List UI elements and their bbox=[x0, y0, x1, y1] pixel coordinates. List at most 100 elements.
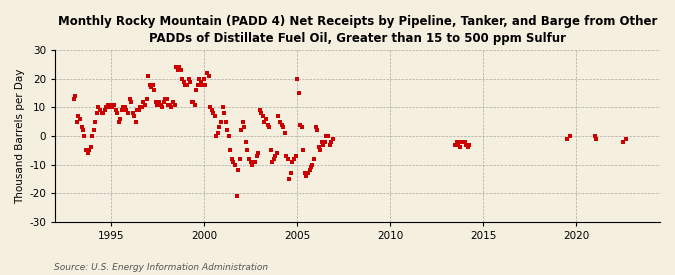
Point bbox=[220, 120, 231, 124]
Point bbox=[140, 102, 151, 107]
Point bbox=[86, 145, 97, 150]
Point bbox=[203, 74, 214, 78]
Point bbox=[182, 82, 192, 87]
Point bbox=[135, 105, 146, 110]
Point bbox=[282, 157, 293, 161]
Point bbox=[82, 151, 93, 155]
Point bbox=[236, 128, 246, 133]
Point bbox=[216, 120, 227, 124]
Point bbox=[217, 105, 228, 110]
Point bbox=[211, 134, 222, 138]
Point bbox=[315, 148, 326, 153]
Point bbox=[178, 79, 189, 84]
Point bbox=[161, 97, 172, 101]
Point bbox=[155, 102, 166, 107]
Point bbox=[207, 108, 217, 112]
Point bbox=[129, 114, 140, 118]
Point bbox=[327, 137, 338, 141]
Point bbox=[323, 134, 333, 138]
Point bbox=[298, 148, 308, 153]
Point bbox=[259, 120, 270, 124]
Point bbox=[188, 100, 198, 104]
Point bbox=[459, 139, 470, 144]
Point bbox=[287, 160, 298, 164]
Point bbox=[134, 108, 144, 112]
Point bbox=[146, 85, 157, 90]
Point bbox=[172, 68, 183, 73]
Point bbox=[130, 120, 141, 124]
Point bbox=[103, 102, 113, 107]
Point bbox=[271, 151, 282, 155]
Point bbox=[296, 125, 307, 130]
Point bbox=[244, 157, 254, 161]
Point bbox=[192, 82, 203, 87]
Point bbox=[319, 139, 330, 144]
Y-axis label: Thousand Barrels per Day: Thousand Barrels per Day bbox=[15, 68, 25, 204]
Point bbox=[317, 139, 327, 144]
Point bbox=[295, 122, 306, 127]
Point bbox=[240, 139, 251, 144]
Point bbox=[262, 122, 273, 127]
Point bbox=[138, 100, 149, 104]
Point bbox=[265, 148, 276, 153]
Point bbox=[198, 77, 209, 81]
Point bbox=[591, 137, 601, 141]
Point bbox=[239, 125, 250, 130]
Point bbox=[157, 105, 167, 110]
Point bbox=[222, 128, 233, 133]
Point bbox=[302, 171, 313, 175]
Point bbox=[223, 134, 234, 138]
Point bbox=[149, 88, 160, 92]
Point bbox=[194, 77, 205, 81]
Point bbox=[92, 111, 103, 116]
Point bbox=[453, 142, 464, 147]
Point bbox=[151, 100, 161, 104]
Point bbox=[618, 139, 628, 144]
Point bbox=[163, 102, 173, 107]
Point bbox=[169, 102, 180, 107]
Point bbox=[74, 117, 85, 121]
Point bbox=[462, 145, 473, 150]
Point bbox=[279, 131, 290, 135]
Point bbox=[195, 79, 206, 84]
Point bbox=[128, 111, 138, 116]
Point bbox=[142, 74, 153, 78]
Point bbox=[78, 128, 88, 133]
Point bbox=[242, 148, 252, 153]
Point bbox=[119, 105, 130, 110]
Point bbox=[68, 97, 79, 101]
Point bbox=[261, 117, 271, 121]
Point bbox=[185, 79, 196, 84]
Point bbox=[153, 100, 164, 104]
Point bbox=[174, 65, 185, 70]
Point bbox=[73, 114, 84, 118]
Point bbox=[250, 160, 261, 164]
Point bbox=[254, 108, 265, 112]
Point bbox=[225, 148, 236, 153]
Point bbox=[273, 114, 284, 118]
Point bbox=[97, 111, 107, 116]
Point bbox=[84, 148, 95, 153]
Point bbox=[324, 142, 335, 147]
Point bbox=[460, 142, 471, 147]
Point bbox=[310, 125, 321, 130]
Point bbox=[118, 105, 129, 110]
Point bbox=[81, 148, 92, 153]
Point bbox=[450, 142, 460, 147]
Text: Source: U.S. Energy Information Administration: Source: U.S. Energy Information Administ… bbox=[54, 263, 268, 272]
Point bbox=[318, 142, 329, 147]
Point bbox=[275, 120, 286, 124]
Point bbox=[300, 171, 310, 175]
Point bbox=[454, 145, 465, 150]
Point bbox=[101, 105, 111, 110]
Point bbox=[238, 120, 248, 124]
Point bbox=[304, 168, 315, 172]
Point bbox=[116, 108, 127, 112]
Point bbox=[177, 77, 188, 81]
Point bbox=[107, 105, 118, 110]
Point bbox=[214, 125, 225, 130]
Point bbox=[267, 160, 277, 164]
Point bbox=[180, 82, 191, 87]
Point bbox=[98, 111, 109, 116]
Point bbox=[171, 65, 182, 70]
